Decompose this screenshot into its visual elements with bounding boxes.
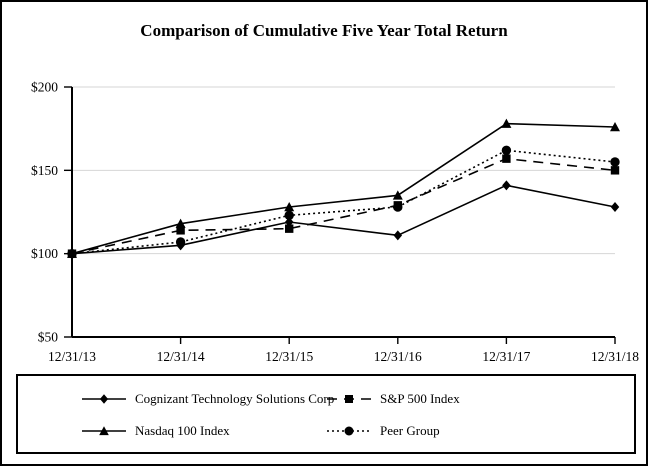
legend-item-cognizant: Cognizant Technology Solutions Corp [82,391,334,407]
x-tick-label: 12/31/16 [374,349,422,364]
data-point-marker [175,237,186,247]
nasdaq-line-sample [82,426,126,436]
x-tick-label: 12/31/14 [157,349,205,364]
legend-sample-marker [99,394,109,404]
x-tick-label: 12/31/18 [591,349,639,364]
legend-sample-marker [344,426,354,436]
data-point-marker [176,226,185,235]
data-point-marker [393,202,403,212]
data-point-marker [501,145,512,156]
legend-item-nasdaq: Nasdaq 100 Index [82,423,327,439]
series-line [71,122,616,255]
y-tick-label: $100 [31,246,58,261]
sp500-line-sample [327,395,371,403]
peer-group-line-sample [327,426,371,436]
series-line [71,149,616,255]
legend-sample-marker [99,426,109,436]
series-line [71,184,616,255]
y-tick-label: $150 [31,163,58,178]
y-tick-label: $50 [38,330,59,345]
legend-item-peer-group: Peer Group [327,423,626,439]
legend-item-sp500: S&P 500 Index [327,391,626,407]
data-point-marker [284,210,294,221]
data-point-marker [393,230,403,241]
data-point-marker [392,190,403,200]
legend-label-nasdaq: Nasdaq 100 Index [135,423,230,438]
x-tick-label: 12/31/13 [48,349,96,364]
data-point-marker [610,122,620,132]
data-point-marker [285,224,294,233]
series-line [71,157,616,255]
y-tick-label: $200 [31,80,58,95]
legend-label-cognizant: Cognizant Technology Solutions Corp [135,391,335,406]
data-point-marker [501,118,512,128]
cognizant-line-sample [82,394,126,404]
data-point-marker [67,248,77,259]
legend-label-peer-group: Peer Group [380,423,440,438]
data-point-marker [610,157,620,167]
legend-label-sp500: S&P 500 Index [380,391,460,406]
data-point-marker [284,202,295,212]
data-point-marker [610,166,620,175]
legend-box: Cognizant Technology Solutions Corp S&P … [16,374,636,454]
x-tick-label: 12/31/15 [265,349,313,364]
legend-sample-marker [345,395,353,403]
data-point-marker [175,218,186,228]
x-tick-label: 12/31/17 [482,349,530,364]
data-point-marker [610,202,620,212]
data-point-marker [502,180,511,191]
chart-title: Comparison of Cumulative Five Year Total… [140,21,508,40]
data-point-marker [502,154,511,163]
